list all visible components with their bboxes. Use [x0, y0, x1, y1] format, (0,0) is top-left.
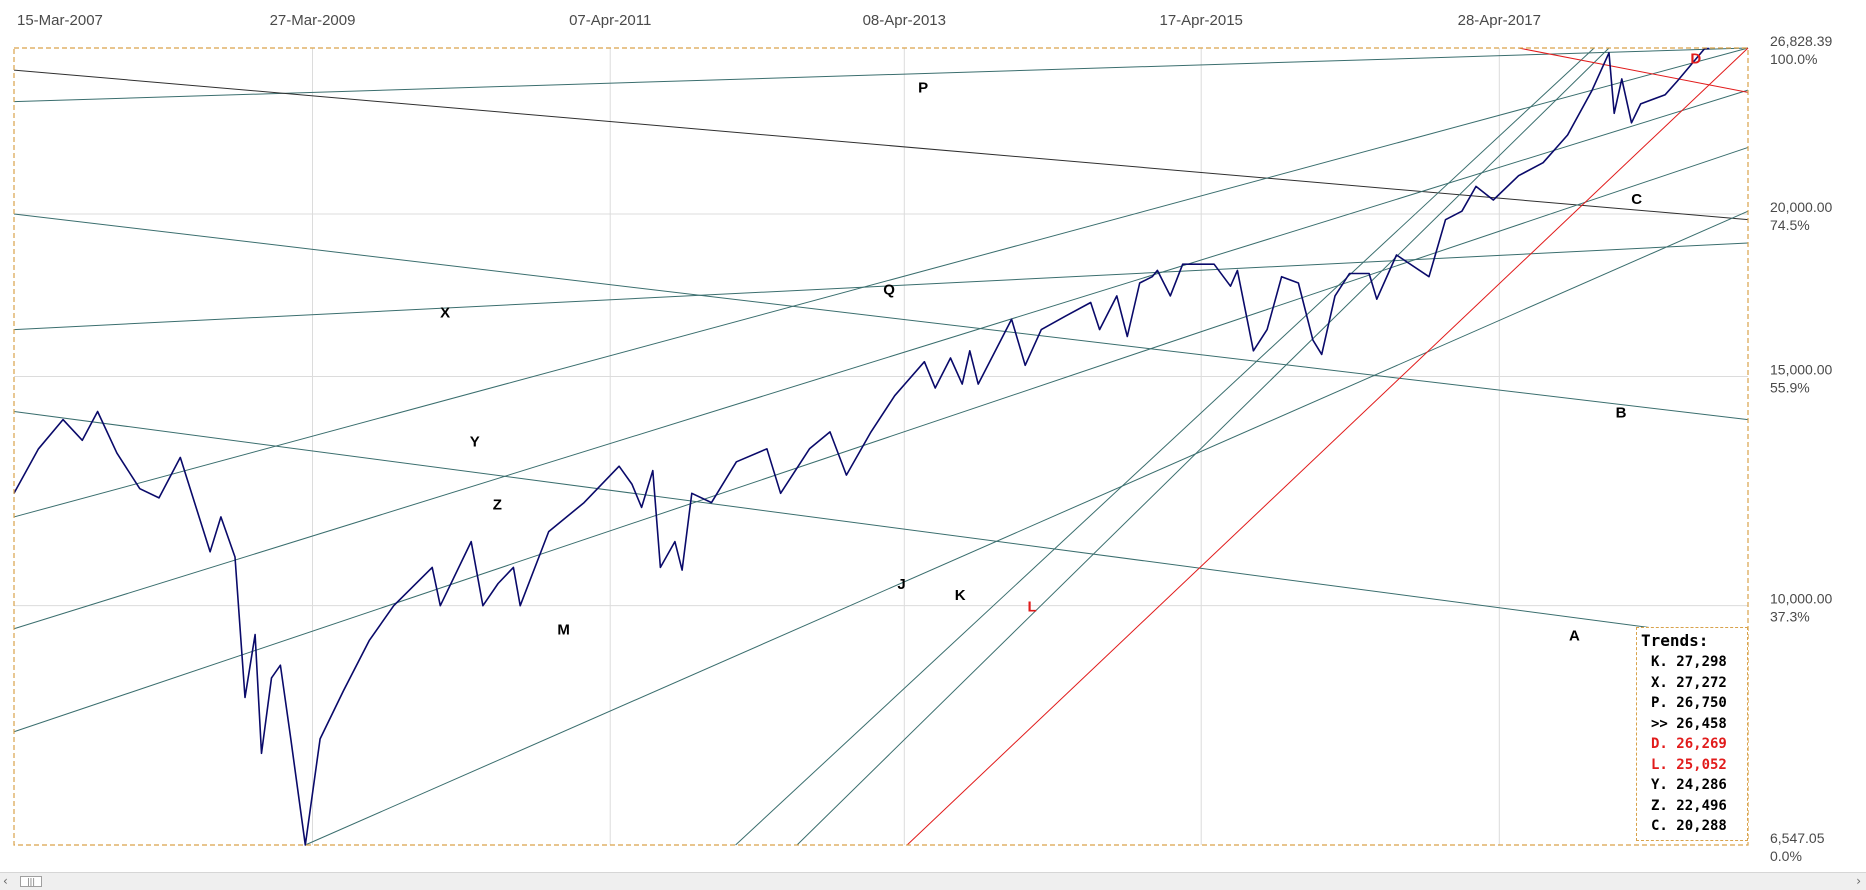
trendline-X	[13, 47, 1749, 518]
y-tick-percent: 37.3%	[1770, 609, 1810, 625]
trendline-B	[13, 213, 1749, 421]
legend-row: C. 20,288	[1651, 818, 1727, 834]
legend-row: Z. 22,496	[1651, 797, 1727, 814]
x-tick-label: 27-Mar-2009	[270, 12, 356, 29]
trend-label-L: L	[1027, 598, 1036, 615]
gridlines	[14, 48, 1748, 845]
trendline-K	[796, 47, 1610, 846]
trends-legend: Trends: K. 27,298 X. 27,272 P. 26,750 >> 26…	[1636, 627, 1748, 841]
trend-label-A: A	[1569, 628, 1580, 645]
x-tick-label: 07-Apr-2011	[569, 12, 651, 29]
legend-row: Y. 24,286	[1651, 777, 1727, 793]
y-tick-percent: 0.0%	[1770, 848, 1802, 864]
trend-label-Y: Y	[470, 434, 480, 451]
scrollbar-thumb[interactable]: |||	[20, 876, 42, 887]
x-tick-label: 17-Apr-2015	[1160, 12, 1243, 29]
price-line	[13, 47, 1710, 846]
price-series	[13, 47, 1710, 846]
legend-row: X. 27,272	[1651, 674, 1727, 691]
y-tick-percent: 100.0%	[1770, 51, 1817, 67]
trendline-Z	[13, 146, 1749, 733]
y-axis-ticks: 26,828.39 100.0% 20,000.00 74.5% 15,000.00 55…	[1770, 33, 1832, 864]
plot-border	[13, 47, 1749, 846]
scroll-left-arrow-icon[interactable]: ‹	[3, 874, 8, 888]
x-tick-label: 08-Apr-2013	[863, 12, 946, 29]
trendline-D	[1518, 47, 1749, 93]
y-tick-label: 10,000.00	[1770, 591, 1832, 607]
horizontal-scrollbar[interactable]: ‹ ||| ›	[0, 872, 1866, 890]
trend-label-M: M	[557, 622, 570, 639]
trendline-C	[13, 69, 1749, 221]
trend-label-Z: Z	[493, 497, 502, 514]
x-tick-label: 15-Mar-2007	[17, 12, 103, 29]
trendline-M	[305, 210, 1749, 846]
trend-label-P: P	[918, 79, 928, 96]
y-tick-label: 15,000.00	[1770, 362, 1832, 378]
trend-label-J: J	[897, 576, 905, 593]
x-tick-label: 28-Apr-2017	[1458, 12, 1541, 29]
legend-title: Trends:	[1641, 631, 1709, 650]
legend-row: D. 26,269	[1651, 736, 1727, 752]
y-tick-label: 20,000.00	[1770, 199, 1832, 215]
trendline-P	[13, 47, 1749, 103]
plot-frame	[13, 47, 1749, 846]
legend-row: P. 26,750	[1651, 695, 1727, 711]
chart-canvas: 15-Mar-2007 27-Mar-2009 07-Apr-2011 08-Apr-…	[13, 12, 1832, 864]
trend-label-K: K	[955, 587, 966, 604]
trendline-Q	[13, 242, 1749, 331]
legend-row: L. 25,052	[1651, 756, 1727, 773]
legend-rows: K. 27,298 X. 27,272 P. 26,750 >> 26,458 D. 2…	[1641, 652, 1747, 837]
legend-row: K. 27,298	[1651, 654, 1727, 670]
trend-label-D: D	[1690, 51, 1701, 68]
trendline-Y	[13, 89, 1749, 630]
scroll-right-arrow-icon[interactable]: ›	[1856, 874, 1861, 888]
trendlines	[13, 47, 1749, 846]
y-tick-label: 26,828.39	[1770, 33, 1832, 49]
trendline-A	[13, 411, 1749, 642]
trendline-labels: P C Q B A X Y Z M J K L D	[440, 51, 1701, 645]
y-tick-percent: 74.5%	[1770, 217, 1810, 233]
y-tick-percent: 55.9%	[1770, 380, 1810, 396]
trendline-J	[735, 47, 1595, 846]
trendline-L	[906, 47, 1749, 846]
y-tick-label: 6,547.05	[1770, 830, 1825, 846]
trend-label-X: X	[440, 305, 450, 322]
x-axis-ticks: 15-Mar-2007 27-Mar-2009 07-Apr-2011 08-Apr-…	[17, 12, 1541, 29]
trend-label-Q: Q	[883, 281, 895, 298]
trend-label-B: B	[1616, 405, 1627, 422]
trend-label-C: C	[1631, 191, 1642, 208]
legend-row: >> 26,458	[1651, 715, 1727, 732]
